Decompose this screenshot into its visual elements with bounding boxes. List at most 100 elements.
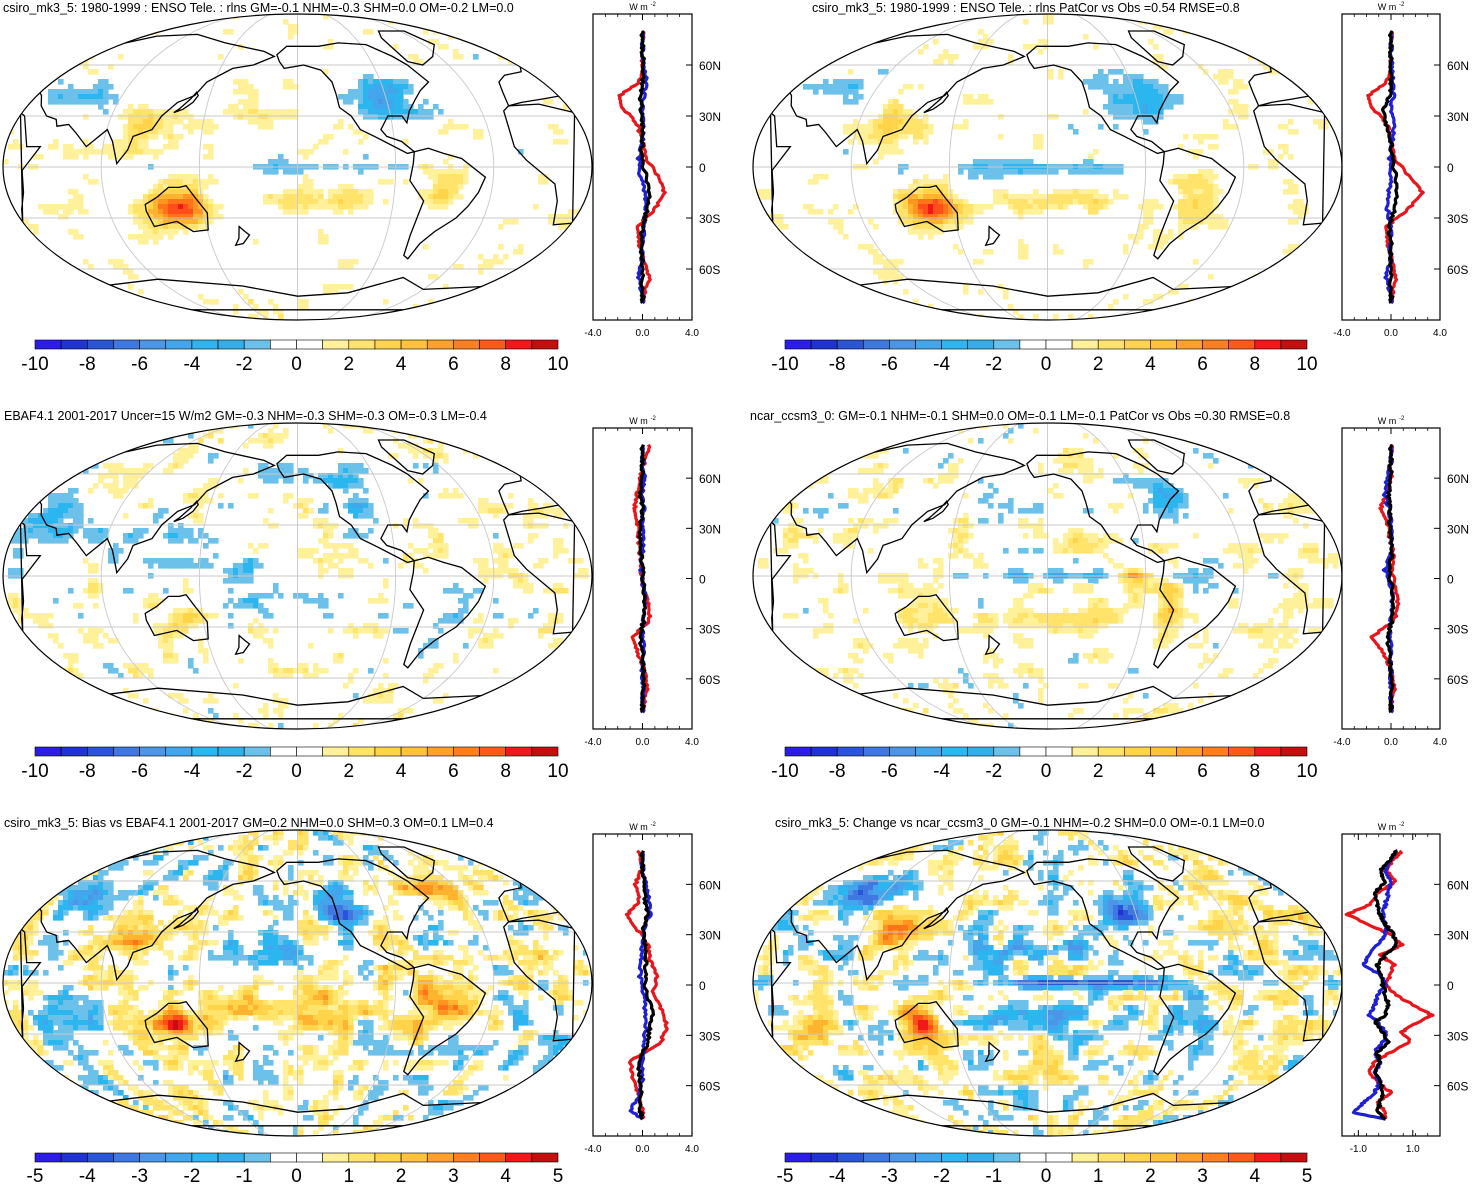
colorbar-tick-label: -8 [79, 761, 96, 782]
panel-3-field [8, 423, 589, 729]
panel-3-zonal-profile: W m -2 -4.0 0.0 4.0 60N 30N 0 30S 60S [584, 416, 721, 748]
colorbar-swatch [1176, 746, 1203, 757]
profile-line-red [1369, 443, 1401, 713]
colorbar-tick-label: 0 [1041, 1166, 1052, 1187]
colorbar-swatch [967, 339, 995, 350]
colorbar-swatch [505, 339, 533, 350]
colorbar-tick-label: 6 [448, 761, 459, 782]
panel-1-zonal-profile: W m -2 -4.0 0.0 4.0 60N 30N 0 30S 60S [584, 2, 721, 339]
colorbar-tick-label: 0 [291, 761, 302, 782]
colorbar-tick-label: 8 [500, 354, 511, 375]
profile-ytick-label: 0 [699, 979, 706, 993]
colorbar-swatch [34, 339, 62, 350]
profile-ytick-label: 0 [1447, 979, 1454, 993]
panel-2-colorbar: -10 -8 -6 -4 -2 0 2 4 6 8 10 [771, 339, 1318, 375]
colorbar-swatch [784, 1152, 812, 1163]
colorbar-swatch [426, 1152, 454, 1163]
colorbar-swatch [113, 1152, 140, 1163]
profile-ytick-label: 30S [699, 212, 720, 226]
colorbar-swatch [784, 746, 812, 757]
panel-5-field [3, 830, 592, 1136]
colorbar-tick-label: 3 [1197, 1166, 1208, 1187]
colorbar-tick-label: 2 [1145, 1166, 1156, 1187]
panel-1-title: csiro_mk3_5: 1980-1999 : ENSO Tele. : rl… [3, 1, 514, 15]
profile-ytick-label: 30S [1447, 623, 1468, 637]
colorbar-swatch [836, 1152, 864, 1163]
panel-6-title: csiro_mk3_5: Change vs ncar_ccsm3_0 GM=-… [775, 816, 1265, 830]
profile-line-black [1385, 444, 1396, 714]
colorbar-swatch [217, 339, 245, 350]
profile-line-blue [1351, 849, 1398, 1121]
colorbar-tick-label: 4 [1145, 354, 1156, 375]
colorbar-tick-label: -10 [771, 354, 798, 375]
profile-line-black [636, 850, 656, 1121]
colorbar-tick-label: 4 [1145, 761, 1156, 782]
colorbar-swatch [400, 746, 428, 757]
colorbar-swatch [479, 1152, 506, 1163]
colorbar-swatch [1150, 339, 1177, 350]
colorbar-tick-label: -2 [236, 761, 253, 782]
profile-unit-label: W m [629, 2, 648, 12]
profile-ytick-label: 60S [699, 1080, 720, 1094]
profile-xtick-label: 0.0 [636, 737, 650, 748]
colorbar-swatch [1280, 746, 1308, 757]
panel-4-zonal-profile: W m -2 -4.0 0.0 4.0 60N 30N 0 30S 60S [1333, 416, 1469, 748]
colorbar-swatch [296, 1152, 323, 1163]
panel-4-graticule [753, 423, 1342, 729]
colorbar-tick-label: 2 [1093, 354, 1104, 375]
colorbar-swatch [1071, 746, 1099, 757]
colorbar-swatch [784, 339, 812, 350]
colorbar-swatch [1176, 1152, 1203, 1163]
colorbar-swatch [941, 339, 968, 350]
panel-5-map-border [2, 829, 593, 1137]
colorbar-tick-label: -4 [183, 761, 200, 782]
colorbar-swatch [270, 339, 297, 350]
colorbar-tick-label: -2 [236, 354, 253, 375]
panel-2-map [752, 13, 1343, 321]
colorbar-swatch [1228, 746, 1256, 757]
colorbar-swatch [1176, 339, 1203, 350]
colorbar-swatch [296, 746, 323, 757]
profile-ytick-label: 60S [699, 263, 720, 277]
colorbar-swatch [1202, 746, 1229, 757]
colorbar-swatch [322, 746, 350, 757]
colorbar-tick-label: 6 [1197, 761, 1208, 782]
profile-ytick-label: 60S [1447, 1080, 1468, 1094]
profile-xtick-label: 1.0 [1406, 1144, 1420, 1155]
panel-5-zonal-profile: W m -2 -4.0 0.0 4.0 60N 30N 0 30S 60S [584, 822, 721, 1155]
colorbar-swatch [165, 339, 193, 350]
colorbar-tick-label: 0 [291, 1166, 302, 1187]
colorbar-tick-label: -4 [79, 1166, 96, 1187]
colorbar-tick-label: -6 [881, 354, 898, 375]
colorbar-swatch [505, 746, 533, 757]
colorbar-swatch [1097, 339, 1125, 350]
profile-line-red [617, 29, 667, 304]
colorbar-tick-label: 8 [500, 761, 511, 782]
colorbar-swatch [810, 1152, 838, 1163]
panel-6-map [752, 829, 1343, 1137]
colorbar-swatch [165, 1152, 193, 1163]
profile-ytick-label: 30N [1447, 929, 1469, 943]
colorbar-tick-label: -4 [183, 354, 200, 375]
panel-3-graticule [3, 423, 592, 729]
profile-unit-exponent: -2 [651, 416, 657, 422]
colorbar-swatch [139, 1152, 167, 1163]
colorbar-swatch [505, 1152, 533, 1163]
colorbar-tick-label: 0 [1041, 354, 1052, 375]
colorbar-tick-label: -1 [236, 1166, 253, 1187]
colorbar-tick-label: -6 [131, 761, 148, 782]
profile-line-black [1372, 849, 1399, 1121]
colorbar-swatch [1124, 1152, 1151, 1163]
colorbar-swatch [217, 1152, 245, 1163]
colorbar-tick-label: -10 [21, 761, 48, 782]
colorbar-tick-label: 6 [1197, 354, 1208, 375]
profile-xtick-label: -4.0 [584, 737, 602, 748]
colorbar-swatch [967, 746, 995, 757]
profile-ytick-label: 0 [699, 161, 706, 175]
colorbar-swatch [1097, 1152, 1125, 1163]
profile-xtick-label: 4.0 [685, 737, 699, 748]
colorbar-swatch [296, 339, 323, 350]
colorbar-swatch [1254, 746, 1282, 757]
profile-line-black [637, 444, 647, 714]
